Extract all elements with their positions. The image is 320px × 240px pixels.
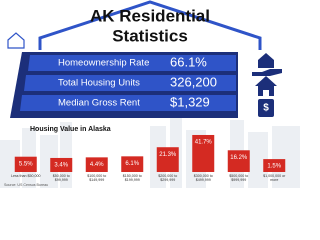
value-label: 21.3%: [159, 152, 177, 158]
x-tick-label: Less than $50,000: [10, 174, 41, 178]
dollar-icon: $: [263, 103, 269, 114]
value-label: 5.5%: [19, 161, 33, 167]
bar: [227, 150, 250, 172]
stat-value: $1,329: [170, 94, 210, 109]
chart-title: Housing Value in Alaska: [30, 126, 111, 133]
value-label: 6.1%: [125, 161, 139, 167]
x-tick-label: $1,000,000 or more: [263, 174, 286, 182]
canvas: AK Residential Statistics $ Housing Valu…: [0, 0, 300, 188]
title-line: Statistics: [112, 26, 188, 45]
bar: [263, 159, 286, 172]
bar: [85, 157, 108, 172]
stat-value: 326,200: [170, 74, 217, 89]
stat-row-bg: [28, 55, 236, 71]
value-label: 3.4%: [54, 163, 68, 169]
house-icon: [7, 32, 25, 49]
bar: [50, 157, 73, 172]
stat-row-bg: [20, 95, 236, 111]
x-tick-label: $500,000 to $999,999: [229, 174, 249, 182]
door: [263, 90, 269, 96]
icons: [252, 53, 282, 117]
skyline: [0, 112, 300, 188]
source: Source: US Census Bureau: [4, 183, 48, 187]
infographic: AK Residential Statistics $ Housing Valu…: [0, 0, 300, 188]
x-tick-label: $100,000 to $149,999: [87, 174, 107, 182]
stat-label: Total Housing Units: [58, 78, 140, 89]
stat-value: 66.1%: [170, 54, 207, 69]
roof-outline: [38, 0, 262, 50]
value-label: 4.4%: [90, 162, 104, 168]
x-tick-label: $200,000 to $299,999: [158, 174, 178, 182]
value-label: 16.2%: [230, 155, 248, 161]
x-tick-label: $150,000 to $199,999: [122, 174, 142, 182]
stat-label: Homeownership Rate: [58, 58, 149, 69]
value-label: 1.5%: [267, 164, 281, 170]
x-tick-label: $50,000 to $99,999: [52, 174, 70, 182]
bar: [156, 147, 179, 172]
stat-label: Median Gross Rent: [58, 98, 140, 109]
bar: [121, 156, 144, 172]
bar: [14, 156, 37, 172]
title-line: AK Residential: [90, 6, 210, 25]
stat-row-bg: [24, 75, 236, 91]
x-tick-label: $300,000 to $499,999: [193, 174, 213, 182]
value-label: 41.7%: [195, 140, 213, 146]
bar: [192, 134, 215, 172]
